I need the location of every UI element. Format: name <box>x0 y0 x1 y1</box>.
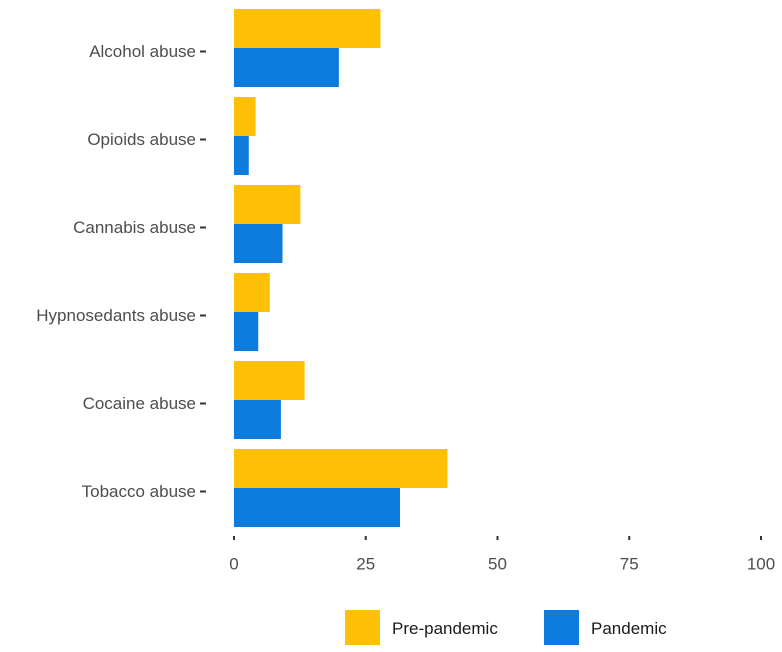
bar-opioids-abuse-pre-pandemic <box>234 97 256 136</box>
x-tick-label: 25 <box>356 555 375 574</box>
legend-label-pre-pandemic: Pre-pandemic <box>392 619 498 638</box>
value-axis: 0 25 50 75 100 <box>229 536 775 574</box>
category-label: Cocaine abuse <box>83 394 196 413</box>
bar-hypnosedants-abuse-pre-pandemic <box>234 273 270 312</box>
legend: Pre-pandemic Pandemic <box>345 610 667 645</box>
category-label: Hypnosedants abuse <box>36 306 196 325</box>
bar-cocaine-abuse-pre-pandemic <box>234 361 305 400</box>
x-tick-label: 50 <box>488 555 507 574</box>
bar-tobacco-abuse-pre-pandemic <box>234 449 448 488</box>
x-tick-label: 75 <box>620 555 639 574</box>
category-label: Cannabis abuse <box>73 218 196 237</box>
category-label: Opioids abuse <box>87 130 196 149</box>
bar-hypnosedants-abuse-pandemic <box>234 312 259 351</box>
legend-swatch-pre-pandemic <box>345 610 380 645</box>
bar-alcohol-abuse-pandemic <box>234 48 339 87</box>
category-label: Tobacco abuse <box>82 482 196 501</box>
bar-cocaine-abuse-pandemic <box>234 400 281 439</box>
bar-cannabis-abuse-pre-pandemic <box>234 185 301 224</box>
category-label: Alcohol abuse <box>89 42 196 61</box>
category-axis: Alcohol abuse Opioids abuse Cannabis abuse… <box>36 42 206 501</box>
legend-label-pandemic: Pandemic <box>591 619 667 638</box>
bars-layer <box>234 9 448 527</box>
x-tick-label: 100 <box>747 555 775 574</box>
x-tick-label: 0 <box>229 555 238 574</box>
legend-swatch-pandemic <box>544 610 579 645</box>
bar-tobacco-abuse-pandemic <box>234 488 401 527</box>
bar-cannabis-abuse-pandemic <box>234 224 283 263</box>
bar-alcohol-abuse-pre-pandemic <box>234 9 381 48</box>
bar-opioids-abuse-pandemic <box>234 136 249 175</box>
